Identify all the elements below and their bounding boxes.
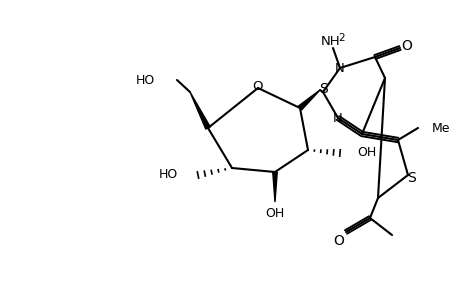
Text: O: O bbox=[333, 234, 344, 248]
Polygon shape bbox=[298, 90, 319, 110]
Polygon shape bbox=[190, 92, 210, 129]
Text: O: O bbox=[401, 39, 412, 53]
Polygon shape bbox=[272, 172, 277, 202]
Text: OH: OH bbox=[265, 208, 284, 220]
Text: OH: OH bbox=[356, 146, 375, 160]
Text: Me: Me bbox=[431, 122, 449, 134]
Text: HO: HO bbox=[135, 74, 155, 86]
Text: HO: HO bbox=[158, 169, 178, 182]
Text: 2: 2 bbox=[338, 33, 345, 43]
Text: NH: NH bbox=[320, 34, 340, 47]
Text: S: S bbox=[319, 82, 328, 96]
Text: S: S bbox=[407, 171, 415, 185]
Text: O: O bbox=[252, 80, 263, 92]
Text: N: N bbox=[332, 112, 342, 124]
Text: N: N bbox=[335, 61, 344, 74]
